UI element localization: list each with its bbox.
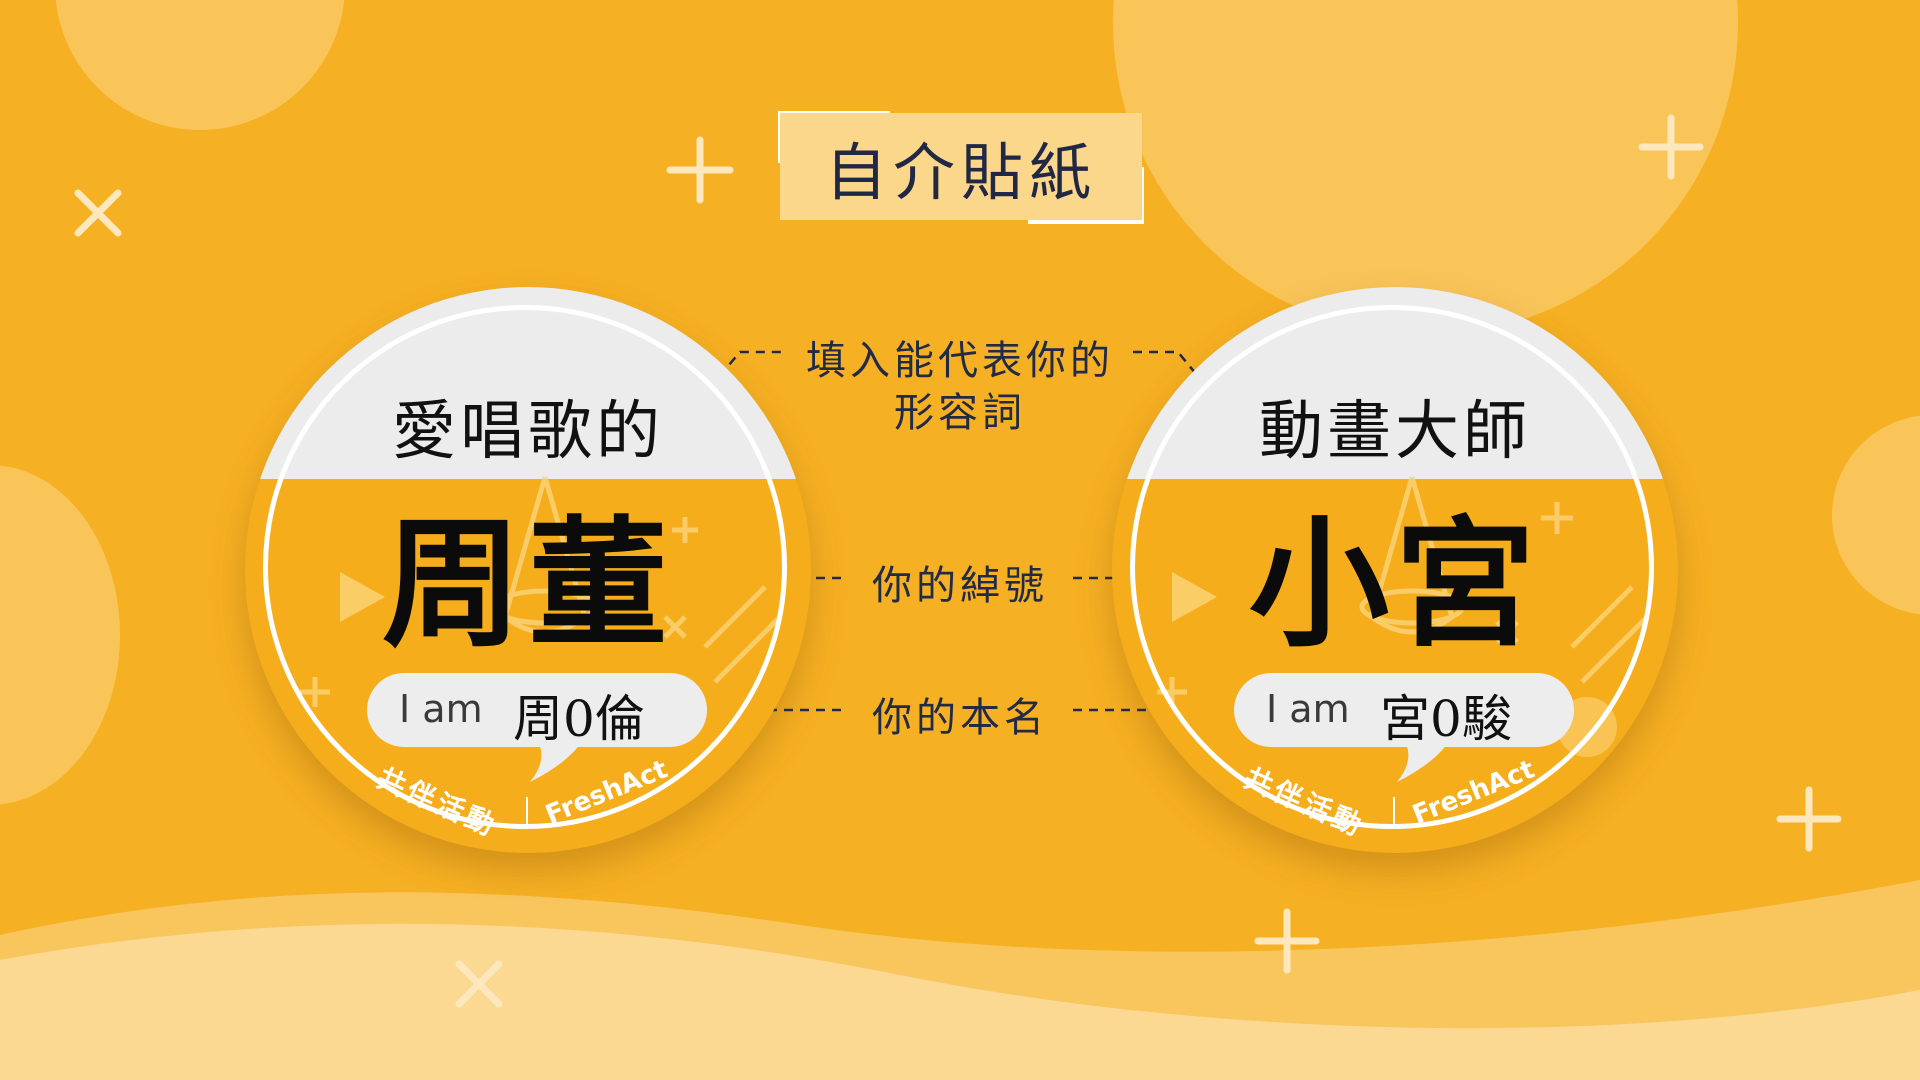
sticker-right: 動畫大師 小宮 I am 宮0駿 共伴活動 FreshAct: [1112, 287, 1678, 853]
sticker-brand: 共伴活動 FreshAct: [1239, 755, 1539, 844]
label-nickname: 你的綽號: [872, 563, 1048, 609]
plus-icon-3: [1776, 786, 1842, 852]
label-realname: 你的本名: [872, 695, 1048, 741]
sticker-realname: 周0倫: [513, 690, 645, 748]
sticker-realname: 宮0駿: [1380, 690, 1512, 748]
brand-left: 共伴活動: [372, 761, 502, 843]
bg-wave-front: [0, 923, 1920, 1080]
speech-bubble-tail: [530, 737, 585, 782]
title-box: [780, 113, 1142, 220]
speech-bubble: [1234, 673, 1574, 747]
sticker-adjective: 動畫大師: [1259, 395, 1531, 469]
sticker-nickname: 小宮: [1248, 503, 1541, 667]
speech-bubble-tail: [1397, 737, 1452, 782]
plus-icon-4: [1254, 908, 1320, 974]
page-title: 自介貼紙: [824, 135, 1097, 209]
close-icon-2: [455, 960, 503, 1008]
sticker-ring: [263, 305, 787, 829]
label-adjective-line2: 形容詞: [894, 390, 1026, 436]
sticker-iam: I am: [399, 687, 483, 731]
sticker-left: 愛唱歌的 周董 I am 周0倫 共伴活動 FreshAct: [245, 287, 811, 853]
sticker-nickname: 周董: [381, 503, 674, 667]
close-icon-1: [74, 189, 122, 237]
sticker-iam: I am: [1266, 687, 1350, 731]
brand-left: 共伴活動: [1239, 761, 1369, 843]
brand-right: FreshAct: [541, 755, 671, 831]
plus-icon-1: [666, 136, 734, 204]
sticker-brand: 共伴活動 FreshAct: [372, 755, 672, 844]
plus-icon-2: [1638, 114, 1704, 180]
brand-right: FreshAct: [1408, 755, 1538, 831]
sticker-ring: [1130, 305, 1654, 829]
speech-bubble: [367, 673, 707, 747]
sticker-adjective: 愛唱歌的: [392, 395, 664, 469]
label-adjective-line1: 填入能代表你的: [806, 338, 1114, 384]
